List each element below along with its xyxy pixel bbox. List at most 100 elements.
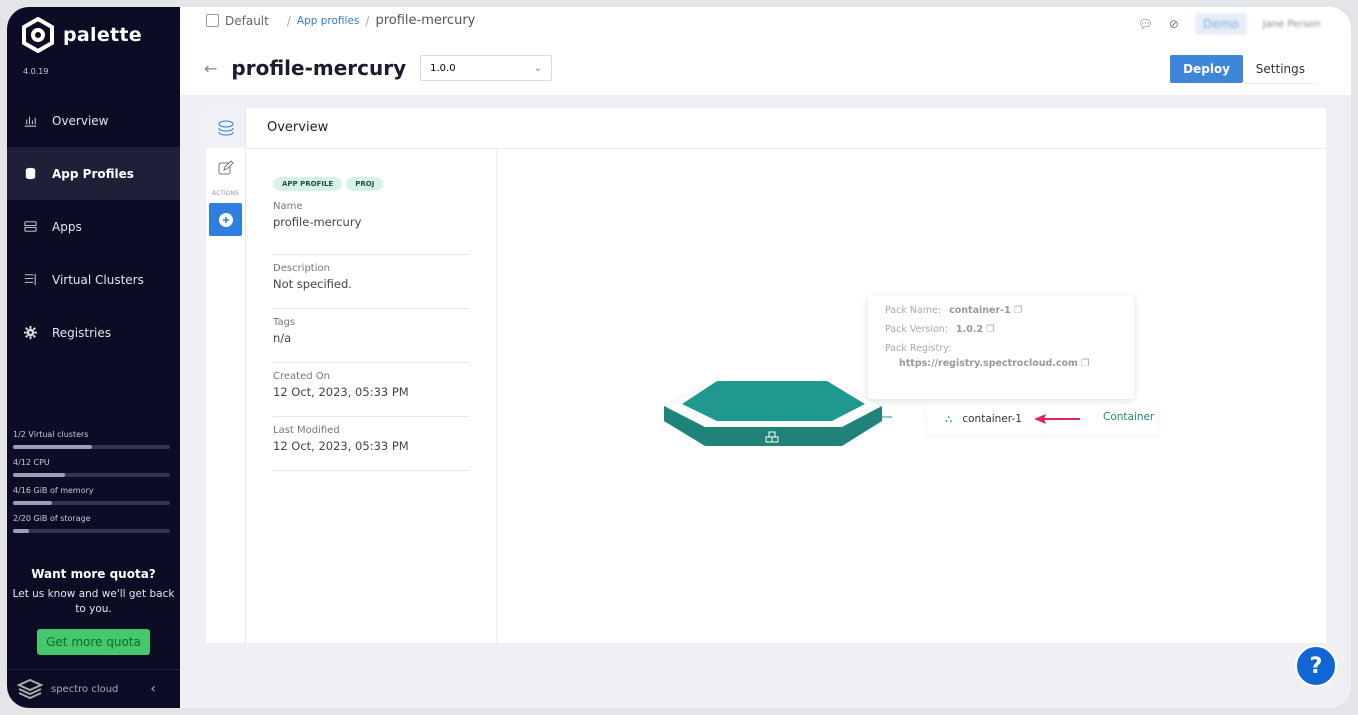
chart-icon (23, 113, 38, 128)
pack-version-label: Pack Version: (885, 324, 948, 335)
user-menu[interactable]: Jane Person (1263, 19, 1321, 30)
tag-badge: APP PROFILE (273, 177, 342, 191)
pack-name: container-1 (949, 305, 1011, 316)
sidebar-item-label: Apps (52, 220, 82, 234)
sidebar-item-virtual-clusters[interactable]: Virtual Clusters (7, 253, 180, 306)
quota-bar (13, 445, 170, 449)
breadcrumb-project[interactable]: Default (225, 14, 269, 28)
plus-circle-icon (219, 213, 233, 227)
profile-diagram: Pack Name: container-1 ❐ Pack Version: 1.0… (497, 149, 1326, 643)
field-value: n/a (273, 331, 469, 345)
profile-info: APP PROFILE PROJ Name profile-mercury Descr… (246, 149, 497, 643)
org-selector[interactable]: Demo (1195, 13, 1247, 35)
sidebar-item-registries[interactable]: Registries (7, 306, 180, 359)
sidebar-item-app-profiles[interactable]: App Profiles (7, 147, 180, 200)
back-arrow-icon[interactable]: ← (204, 59, 217, 78)
arrow-left-icon (1032, 413, 1082, 425)
breadcrumb: Default / App profiles / profile-mercury (206, 13, 475, 28)
layer-stack[interactable] (662, 379, 892, 459)
info-field: Created On 12 Oct, 2023, 05:33 PM (273, 363, 469, 417)
palette-logo-icon (21, 17, 55, 53)
chevron-down-icon: ⌄ (534, 63, 542, 74)
gear-icon (23, 325, 38, 340)
quota-label: 2/20 GiB of storage (13, 514, 170, 523)
pack-tooltip: Pack Name: container-1 ❐ Pack Version: 1.0… (868, 295, 1134, 399)
settings-button[interactable]: Settings (1244, 55, 1317, 84)
edit-tab[interactable] (206, 148, 245, 188)
quota-bar (13, 473, 170, 477)
tag-badge: PROJ (346, 177, 383, 191)
brand-name: spectro cloud (51, 684, 118, 695)
quota-label: 1/2 Virtual clusters (13, 430, 170, 439)
database-icon (23, 166, 38, 181)
field-label: Description (273, 263, 469, 274)
collapse-sidebar-icon[interactable]: ‹ (150, 681, 156, 697)
edit-icon (218, 160, 234, 176)
quota-label: 4/12 CPU (13, 458, 170, 467)
page-title: profile-mercury (231, 56, 406, 80)
quota-title: Want more quota? (7, 567, 180, 581)
deploy-button[interactable]: Deploy (1170, 55, 1243, 83)
copy-icon[interactable]: ❐ (1014, 305, 1023, 316)
pack-name-label: Pack Name: (885, 305, 941, 316)
quota-bar-fill (13, 501, 52, 505)
sidebar-item-label: App Profiles (52, 167, 134, 181)
breadcrumb-app-profiles[interactable]: App profiles (297, 15, 360, 27)
field-value: 12 Oct, 2023, 05:33 PM (273, 439, 469, 453)
quota-bar-fill (13, 473, 65, 477)
quota-bar-fill (13, 529, 29, 533)
version-select[interactable]: 1.0.0 ⌄ (420, 55, 552, 81)
quota-bar (13, 501, 170, 505)
sidebar-item-apps[interactable]: Apps (7, 200, 180, 253)
info-field: Description Not specified. (273, 255, 469, 309)
app-version: 4.0.19 (23, 67, 48, 76)
compass-icon[interactable]: ⊘ (1169, 17, 1179, 31)
field-value: Not specified. (273, 277, 469, 291)
actions-rail: ACTIONS (206, 108, 246, 643)
info-field: Tags n/a (273, 309, 469, 363)
spectro-cloud-logo-icon (17, 678, 43, 700)
app-window: palette 4.0.19 Overview App Profiles App… (7, 7, 1351, 708)
field-value: profile-mercury (273, 215, 469, 229)
project-icon (206, 14, 219, 27)
quota-bar (13, 529, 170, 533)
chat-icon[interactable]: 💬︎ (1138, 17, 1153, 31)
quota-text: Let us know and we'll get back to you. (7, 587, 180, 617)
header: Default / App profiles / profile-mercury… (180, 7, 1351, 95)
pack-version: 1.0.2 (956, 324, 983, 335)
copy-icon[interactable]: ❐ (986, 324, 995, 335)
logo[interactable]: palette (21, 17, 142, 53)
sidebar-item-label: Virtual Clusters (52, 273, 144, 287)
sidebar-footer: spectro cloud ‹ (7, 669, 180, 708)
add-layer-button[interactable] (209, 203, 242, 236)
actions-label: ACTIONS (206, 190, 245, 197)
version-value: 1.0.0 (430, 63, 455, 74)
info-field: Last Modified 12 Oct, 2023, 05:33 PM (273, 417, 469, 471)
field-label: Name (273, 201, 469, 212)
quota-bar-fill (13, 445, 92, 449)
sidebar-item-overview[interactable]: Overview (7, 94, 180, 147)
field-label: Tags (273, 317, 469, 328)
sidebar: palette 4.0.19 Overview App Profiles App… (7, 7, 180, 708)
pack-node-name: container-1 (962, 413, 1022, 425)
help-button[interactable]: ? (1295, 645, 1337, 687)
field-label: Last Modified (273, 425, 469, 436)
layers-icon (217, 119, 235, 137)
pack-registry: https://registry.spectrocloud.com (899, 358, 1078, 369)
pack-type-label: Container (1103, 411, 1154, 423)
sidebar-item-label: Registries (52, 326, 111, 340)
info-field: Name profile-mercury (273, 201, 469, 255)
quota-label: 4/16 GiB of memory (13, 486, 170, 495)
get-more-quota-button[interactable]: Get more quota (37, 629, 150, 655)
list-icon (23, 272, 38, 287)
breadcrumb-current: profile-mercury (375, 13, 475, 28)
cubes-icon: ⛬ (945, 413, 952, 426)
layers-tab[interactable] (206, 108, 245, 148)
pack-registry-label: Pack Registry: (885, 343, 1117, 354)
copy-icon[interactable]: ❐ (1081, 358, 1090, 369)
profile-panel: ACTIONS Overview APP PROFILEPROJ Namepro… (206, 108, 1326, 643)
field-label: Created On (273, 371, 469, 382)
field-value: 12 Oct, 2023, 05:33 PM (273, 385, 469, 399)
server-icon (23, 219, 38, 234)
quota-list: 1/2 Virtual clusters 4/12 CPU 4/16 GiB of … (13, 430, 170, 542)
